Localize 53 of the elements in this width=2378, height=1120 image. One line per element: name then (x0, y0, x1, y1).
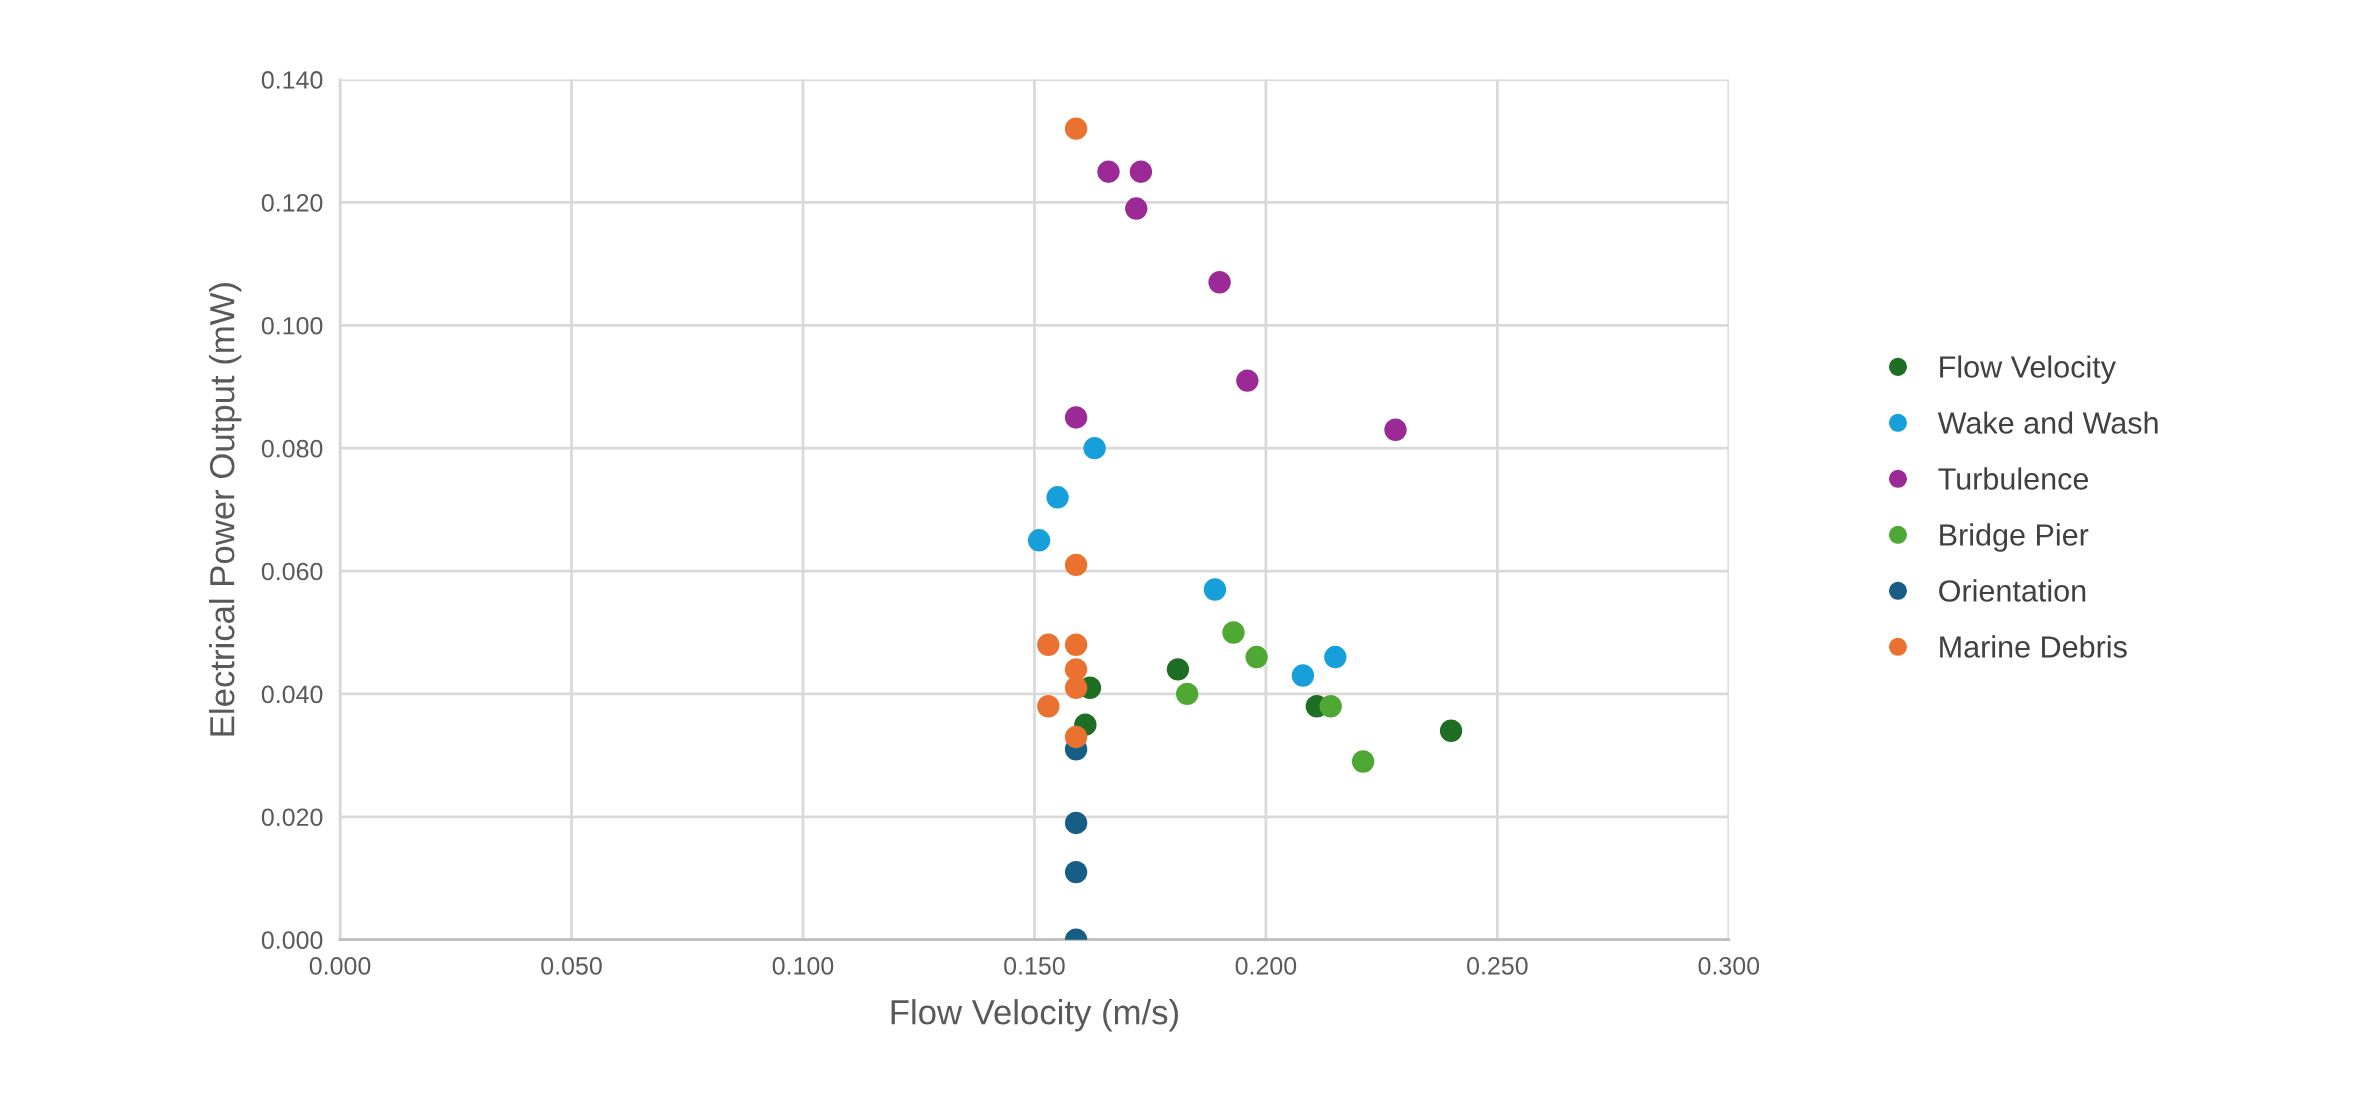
point (1439, 719, 1463, 742)
point (1125, 197, 1148, 220)
point (1064, 811, 1088, 835)
point (1351, 750, 1375, 773)
point (1384, 418, 1407, 441)
point (1203, 578, 1227, 601)
x-tick-label: 0.150 (1004, 957, 1065, 975)
x-tick-label: 0.250 (1467, 957, 1528, 975)
legend-label: Orientation (1939, 579, 2086, 602)
point (1064, 406, 1088, 429)
point (1083, 436, 1106, 460)
y-tick-label: 0.020 (261, 808, 323, 827)
point (1324, 645, 1347, 669)
point (1236, 369, 1259, 392)
x-tick-label: 0.100 (772, 957, 834, 975)
point (1037, 695, 1060, 718)
point (1208, 271, 1231, 294)
x-tick-label: 0.050 (541, 957, 602, 975)
y-tick-label: 0.060 (261, 562, 323, 581)
x-tick-label: 0.000 (309, 957, 371, 975)
y-tick-label: 0.040 (261, 685, 323, 704)
y-tick-label: 0.140 (261, 71, 323, 89)
y-tick-label: 0.100 (261, 316, 323, 335)
point (1037, 633, 1060, 656)
point (1319, 695, 1342, 718)
point (1064, 725, 1088, 749)
legend-label: Flow Velocity (1940, 355, 2116, 384)
y-tick-label: 0.000 (261, 931, 323, 949)
point (1097, 160, 1120, 183)
point (1176, 682, 1199, 706)
point (1064, 658, 1088, 681)
legend-label: Wake and Wash (1937, 411, 2158, 434)
point (1027, 529, 1051, 552)
point (1245, 645, 1268, 669)
point (1064, 860, 1088, 884)
point (1046, 486, 1069, 509)
y-axis-title: Electrical Power Output (mW) (209, 283, 242, 736)
x-tick-label: 0.200 (1235, 957, 1297, 975)
point (1166, 658, 1190, 681)
x-axis-title: Flow Velocity (m/s) (891, 999, 1178, 1032)
point (1064, 676, 1088, 699)
x-tick-label: 0.300 (1698, 957, 1760, 975)
legend-label: Turbulence (1938, 467, 2089, 490)
point (1222, 621, 1245, 644)
point (1291, 664, 1315, 687)
y-tick-label: 0.120 (261, 194, 323, 212)
point (1064, 117, 1088, 140)
point (1064, 633, 1088, 656)
point (1064, 553, 1088, 577)
legend-label: Bridge Pier (1940, 523, 2089, 552)
point (1129, 160, 1153, 183)
y-tick-label: 0.080 (261, 439, 323, 458)
legend-label: Marine Debris (1940, 635, 2127, 658)
